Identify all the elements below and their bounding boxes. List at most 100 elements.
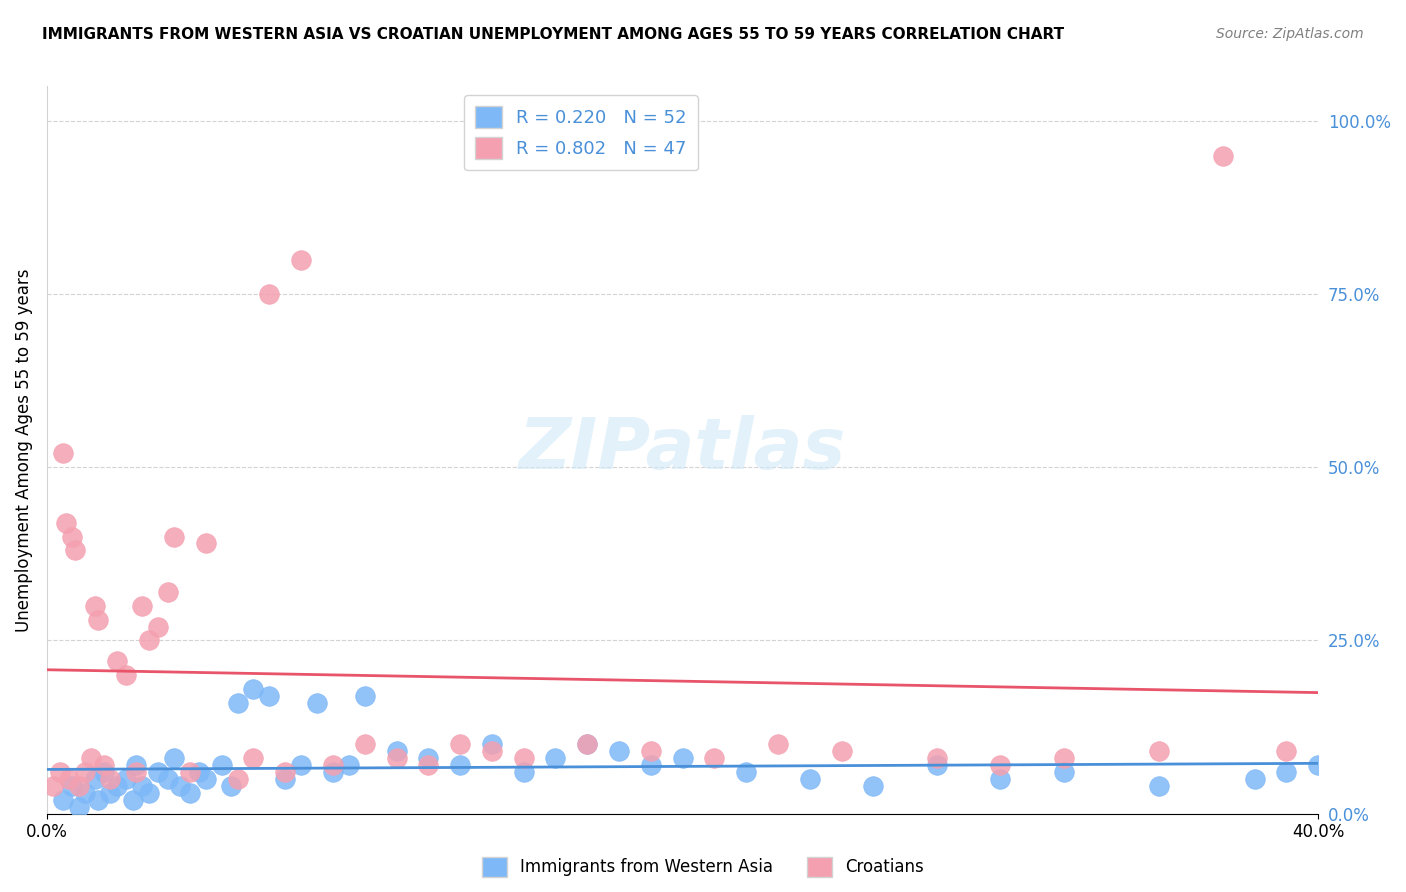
Point xyxy=(83,772,105,786)
Point xyxy=(105,779,128,793)
Point xyxy=(1275,744,1298,758)
Point xyxy=(55,516,77,530)
Point xyxy=(242,681,264,696)
Point xyxy=(179,786,201,800)
Point xyxy=(169,779,191,793)
Point xyxy=(87,613,110,627)
Point xyxy=(290,758,312,772)
Point xyxy=(1053,751,1076,765)
Point xyxy=(131,779,153,793)
Point xyxy=(512,765,534,780)
Point xyxy=(353,737,375,751)
Point xyxy=(52,793,75,807)
Point xyxy=(125,765,148,780)
Point xyxy=(226,772,249,786)
Point xyxy=(42,779,65,793)
Point xyxy=(337,758,360,772)
Point xyxy=(1212,148,1234,162)
Point xyxy=(481,737,503,751)
Point xyxy=(73,765,96,780)
Point xyxy=(60,779,83,793)
Point xyxy=(115,668,138,682)
Point xyxy=(990,772,1012,786)
Point xyxy=(115,772,138,786)
Point xyxy=(60,530,83,544)
Point xyxy=(121,793,143,807)
Point xyxy=(93,765,115,780)
Point xyxy=(65,543,87,558)
Point xyxy=(125,758,148,772)
Point xyxy=(131,599,153,613)
Point xyxy=(58,772,80,786)
Point xyxy=(211,758,233,772)
Point xyxy=(703,751,725,765)
Point xyxy=(576,737,599,751)
Point xyxy=(990,758,1012,772)
Point xyxy=(105,654,128,668)
Point xyxy=(449,758,471,772)
Text: ZIPatlas: ZIPatlas xyxy=(519,416,846,484)
Point xyxy=(1275,765,1298,780)
Point xyxy=(52,446,75,460)
Point xyxy=(307,696,329,710)
Point xyxy=(194,536,217,550)
Point xyxy=(226,696,249,710)
Point xyxy=(1149,744,1171,758)
Point xyxy=(163,530,186,544)
Point xyxy=(512,751,534,765)
Point xyxy=(83,599,105,613)
Point xyxy=(179,765,201,780)
Point xyxy=(146,765,169,780)
Point xyxy=(799,772,821,786)
Point xyxy=(138,786,160,800)
Point xyxy=(259,689,281,703)
Point xyxy=(87,793,110,807)
Point xyxy=(242,751,264,765)
Point xyxy=(925,751,948,765)
Point xyxy=(925,758,948,772)
Point xyxy=(194,772,217,786)
Point xyxy=(576,737,599,751)
Point xyxy=(274,772,297,786)
Point xyxy=(100,772,122,786)
Point xyxy=(322,765,344,780)
Point xyxy=(735,765,758,780)
Point xyxy=(481,744,503,758)
Point xyxy=(259,287,281,301)
Point xyxy=(67,779,90,793)
Point xyxy=(544,751,567,765)
Point xyxy=(640,758,662,772)
Point xyxy=(274,765,297,780)
Point xyxy=(163,751,186,765)
Legend: Immigrants from Western Asia, Croatians: Immigrants from Western Asia, Croatians xyxy=(475,850,931,884)
Point xyxy=(156,772,179,786)
Point xyxy=(219,779,242,793)
Point xyxy=(1053,765,1076,780)
Text: IMMIGRANTS FROM WESTERN ASIA VS CROATIAN UNEMPLOYMENT AMONG AGES 55 TO 59 YEARS : IMMIGRANTS FROM WESTERN ASIA VS CROATIAN… xyxy=(42,27,1064,42)
Point xyxy=(100,786,122,800)
Point xyxy=(138,633,160,648)
Point xyxy=(831,744,853,758)
Point xyxy=(156,585,179,599)
Point xyxy=(80,751,103,765)
Point xyxy=(640,744,662,758)
Point xyxy=(607,744,630,758)
Point xyxy=(671,751,693,765)
Point xyxy=(1149,779,1171,793)
Point xyxy=(1308,758,1330,772)
Y-axis label: Unemployment Among Ages 55 to 59 years: Unemployment Among Ages 55 to 59 years xyxy=(15,268,32,632)
Point xyxy=(385,751,408,765)
Point xyxy=(862,779,884,793)
Text: Source: ZipAtlas.com: Source: ZipAtlas.com xyxy=(1216,27,1364,41)
Point xyxy=(146,619,169,633)
Point xyxy=(188,765,211,780)
Legend: R = 0.220   N = 52, R = 0.802   N = 47: R = 0.220 N = 52, R = 0.802 N = 47 xyxy=(464,95,697,170)
Point xyxy=(322,758,344,772)
Point xyxy=(290,252,312,267)
Point xyxy=(48,765,70,780)
Point xyxy=(73,786,96,800)
Point xyxy=(418,751,440,765)
Point xyxy=(93,758,115,772)
Point xyxy=(67,799,90,814)
Point xyxy=(385,744,408,758)
